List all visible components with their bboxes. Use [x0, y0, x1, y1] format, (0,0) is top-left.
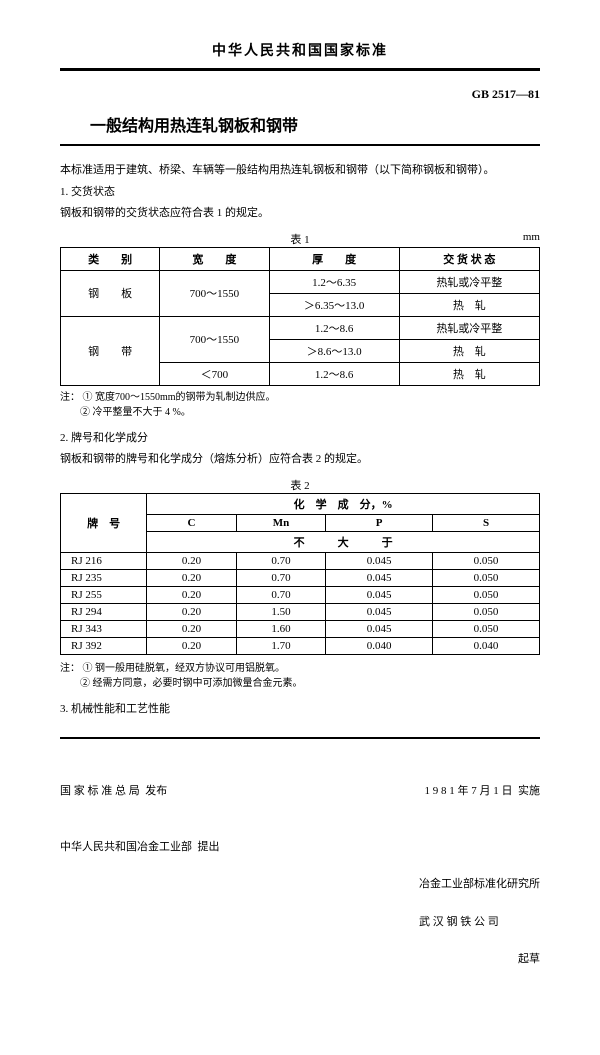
t2-cell: 0.050: [433, 586, 540, 603]
rule: [60, 144, 540, 146]
footer-draft-suffix: 起草: [518, 953, 540, 965]
t1-cell: 热 轧: [399, 293, 539, 316]
t2-cell: RJ 235: [61, 569, 147, 586]
note-label: 注：: [60, 392, 80, 403]
note-label: 注：: [60, 663, 80, 674]
table2-caption: 表 2: [60, 477, 540, 493]
t2-cell: 0.20: [147, 552, 236, 569]
footer-proposer: 中华人民共和国冶金工业部 提出: [60, 838, 220, 857]
t2-sub-header: 不 大 于: [147, 531, 540, 552]
t2-cell: 0.045: [326, 620, 433, 637]
t2-cell: 1.60: [236, 620, 325, 637]
t2-col-s: S: [433, 514, 540, 531]
t2-cell: 0.20: [147, 603, 236, 620]
t2-cell: 0.70: [236, 569, 325, 586]
t2-cell: 0.050: [433, 569, 540, 586]
note1-item2: ② 冷平整量不大于 4 %。: [80, 407, 191, 418]
t2-col-p: P: [326, 514, 433, 531]
section-2-body: 钢板和钢带的牌号和化学成分（熔炼分析）应符合表 2 的规定。: [60, 451, 540, 469]
t2-col-grade: 牌 号: [61, 493, 147, 552]
t2-col-c: C: [147, 514, 236, 531]
t2-cell: 0.045: [326, 569, 433, 586]
t1-cell: 1.2～8.6: [269, 316, 399, 339]
t2-cell: 0.20: [147, 620, 236, 637]
footer-drafter1: 冶金工业部标准化研究所: [419, 878, 540, 890]
t1-cell: ＞8.6～13.0: [269, 339, 399, 362]
t2-col-mn: Mn: [236, 514, 325, 531]
t2-cell: 0.045: [326, 586, 433, 603]
t2-cell: 1.70: [236, 637, 325, 654]
rule: [60, 737, 540, 739]
footer-issuer: 国 家 标 准 总 局 发布: [60, 782, 220, 801]
t1-cell: 1.2～8.6: [269, 362, 399, 385]
t2-cell: 0.045: [326, 552, 433, 569]
t2-cell: 0.045: [326, 603, 433, 620]
t1-col-width: 宽 度: [160, 247, 269, 270]
t1-cell: 热轧或冷平整: [399, 316, 539, 339]
standard-number: GB 2517—81: [60, 87, 540, 102]
t1-col-thickness: 厚 度: [269, 247, 399, 270]
t1-col-category: 类 别: [61, 247, 160, 270]
t2-cell: 1.50: [236, 603, 325, 620]
note2-item2: ② 经需方同意，必要时钢中可添加微量合金元素。: [80, 678, 303, 689]
t2-cell: RJ 216: [61, 552, 147, 569]
table-1: 类 别 宽 度 厚 度 交 货 状 态 钢 板 700～1550 1.2～6.3…: [60, 247, 540, 386]
t1-cell: 钢 带: [61, 316, 160, 385]
section-2-heading: 2. 牌号和化学成分: [60, 430, 540, 448]
rule: [60, 68, 540, 71]
t1-cell: 热 轧: [399, 362, 539, 385]
t2-cell: 0.20: [147, 637, 236, 654]
t2-cell: 0.040: [326, 637, 433, 654]
t1-cell: 700～1550: [160, 270, 269, 316]
footer-date: 1 9 8 1 年 7 月 1 日 实施: [370, 782, 541, 801]
table1-caption: 表 1 mm: [60, 231, 540, 247]
t2-cell: RJ 255: [61, 586, 147, 603]
t2-cell: RJ 343: [61, 620, 147, 637]
intro-text: 本标准适用于建筑、桥梁、车辆等一般结构用热连轧钢板和钢带（以下简称钢板和钢带）。: [60, 162, 540, 180]
document-title: 一般结构用热连轧钢板和钢带: [90, 112, 540, 136]
t2-cell: 0.050: [433, 603, 540, 620]
section-1-body: 钢板和钢带的交货状态应符合表 1 的规定。: [60, 205, 540, 223]
national-standard-header: 中华人民共和国国家标准: [60, 40, 540, 60]
t2-cell: 0.050: [433, 552, 540, 569]
t2-cell: 0.20: [147, 569, 236, 586]
t2-cell: RJ 392: [61, 637, 147, 654]
t2-cell: 0.70: [236, 586, 325, 603]
t2-chem-header: 化 学 成 分，%: [147, 493, 540, 514]
t1-cell: 钢 板: [61, 270, 160, 316]
section-3-heading: 3. 机械性能和工艺性能: [60, 701, 540, 719]
table1-unit: mm: [523, 231, 540, 243]
t2-cell: 0.70: [236, 552, 325, 569]
t2-cell: 0.20: [147, 586, 236, 603]
section-1-heading: 1. 交货状态: [60, 184, 540, 202]
t2-cell: 0.050: [433, 620, 540, 637]
note2-item1: ① 钢一般用硅脱氧，经双方协议可用铝脱氧。: [83, 663, 286, 674]
t2-cell: 0.040: [433, 637, 540, 654]
table1-caption-text: 表 1: [290, 234, 309, 246]
footer-drafter2: 武 汉 钢 铁 公 司: [419, 916, 499, 928]
t1-cell: 700～1550: [160, 316, 269, 362]
t1-col-state: 交 货 状 态: [399, 247, 539, 270]
t1-cell: ＞6.35～13.0: [269, 293, 399, 316]
table-2: 牌 号 化 学 成 分，% C Mn P S 不 大 于 RJ 2160.200…: [60, 493, 540, 655]
t1-cell: 热轧或冷平整: [399, 270, 539, 293]
t1-cell: ＜700: [160, 362, 269, 385]
footer: 国 家 标 准 总 局 发布 中华人民共和国冶金工业部 提出 1 9 8 1 年…: [60, 745, 540, 1025]
t2-cell: RJ 294: [61, 603, 147, 620]
t1-cell: 热 轧: [399, 339, 539, 362]
t1-cell: 1.2～6.35: [269, 270, 399, 293]
note1-item1: ① 宽度700～1550mm的钢带为轧制边供应。: [83, 392, 276, 403]
